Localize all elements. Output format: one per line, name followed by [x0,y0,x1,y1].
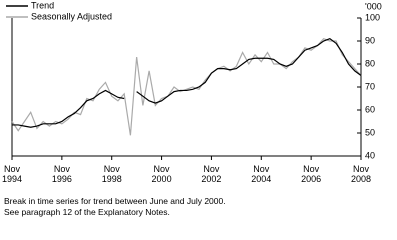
x-tick-label: Nov 2002 [201,164,222,184]
x-tick-label: Nov 1994 [1,164,23,184]
series-line [12,38,362,128]
y-tick-label: 90 [365,35,375,45]
y-unit: '000 [365,1,382,11]
x-tick-label: Nov 1998 [101,164,122,184]
y-tick-label: 100 [365,12,380,22]
x-tick-label: Nov 2004 [251,164,272,184]
x-tick-label: Nov 1996 [51,164,72,184]
y-tick-label: 70 [365,81,375,91]
y-tick-label: 60 [365,104,375,114]
footnote: Break in time series for trend between J… [4,196,226,206]
series-line [11,37,362,136]
x-tick-label: Nov 2000 [151,164,172,184]
x-tick-label: Nov 2006 [301,164,322,184]
y-tick-label: 50 [365,127,375,137]
legend-label: Trend [31,0,54,10]
y-tick-label: 80 [365,58,375,68]
legend-label: Seasonally Adjusted [31,11,112,21]
y-tick-label: 40 [365,150,375,160]
x-tick-label: Nov 2008 [350,164,372,184]
footnote: See paragraph 12 of the Explanatory Note… [4,207,170,217]
page: {"chart_data": {"type": "line", "y_unit"… [1,0,382,217]
